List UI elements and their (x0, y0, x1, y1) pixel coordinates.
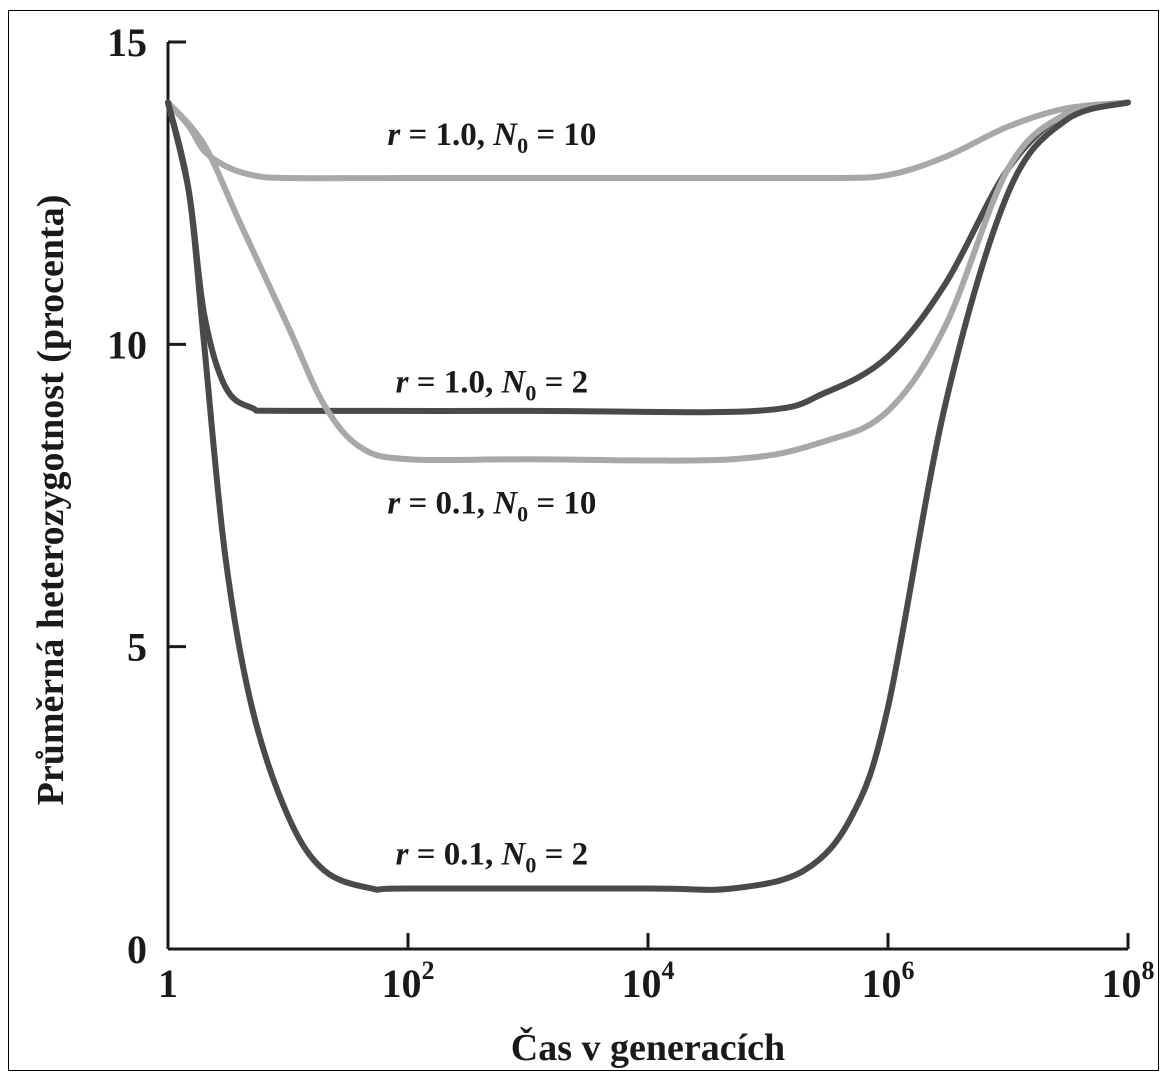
y-tick-label: 10 (107, 322, 147, 367)
series-line-4 (165, 99, 1131, 893)
y-tick-label: 5 (127, 625, 147, 670)
chart-frame (8, 10, 1159, 1071)
series-line-1 (165, 99, 1131, 182)
x-tick-label: 102 (382, 956, 435, 1006)
x-axis-title: Čas v generacích (511, 1026, 785, 1069)
x-tick-label: 108 (1102, 956, 1155, 1006)
series-label-4: r = 0.1, N0 = 2 (396, 836, 589, 877)
x-tick-label: 104 (622, 956, 675, 1006)
series-label-1: r = 1.0, N0 = 10 (387, 117, 596, 158)
series-line-2 (165, 99, 1131, 416)
x-tick-label: 1 (158, 961, 178, 1006)
y-axis-title: Průměrná heterozygotnost (procenta) (30, 195, 72, 806)
x-tick-label: 106 (862, 956, 915, 1006)
y-tick-label: 0 (127, 927, 147, 972)
series-label-2: r = 1.0, N0 = 2 (396, 365, 589, 406)
series-label-3: r = 0.1, N0 = 10 (387, 486, 596, 527)
y-tick-label: 15 (107, 20, 147, 65)
series-line-3 (165, 99, 1131, 464)
